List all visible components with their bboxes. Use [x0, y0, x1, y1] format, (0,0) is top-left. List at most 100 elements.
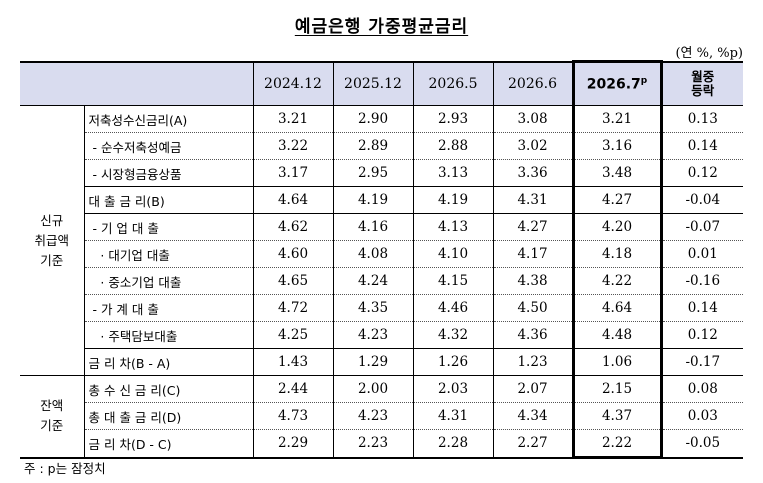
table-row: 금 리 차(D - C) 2.29 2.23 2.28 2.27 2.22 -0.05 — [20, 429, 743, 459]
table-row: 총 대 출 금 리(D) 4.73 4.23 4.31 4.34 4.37 0.03 — [20, 402, 743, 430]
rate-cell: 2.03 — [412, 375, 493, 403]
rate-cell: 4.32 — [412, 321, 493, 349]
col-header: 2024.12 — [252, 60, 333, 106]
change-cell: 0.03 — [660, 402, 743, 430]
rate-cell: 4.23 — [332, 402, 413, 430]
rate-cell: 4.48 — [571, 321, 663, 349]
rate-cell: 4.27 — [492, 213, 573, 241]
col-header-latest: 2026.7p — [571, 60, 663, 106]
change-cell: 0.08 — [660, 375, 743, 403]
change-cell: 0.12 — [660, 159, 743, 187]
unit-label: (연 %, %p) — [675, 46, 743, 61]
rate-cell: 3.13 — [412, 159, 493, 187]
rate-cell: 4.38 — [492, 267, 573, 295]
rate-cell: 2.88 — [412, 132, 493, 160]
rate-cell: 1.06 — [571, 348, 663, 376]
table-row: 대 출 금 리(B) 4.64 4.19 4.19 4.31 4.27 -0.04 — [20, 186, 743, 214]
change-cell: -0.05 — [660, 429, 743, 459]
rate-cell: 4.62 — [252, 213, 333, 241]
rate-cell: 4.65 — [252, 267, 333, 295]
rate-cell: 4.50 — [492, 294, 573, 322]
rate-cell: 4.46 — [412, 294, 493, 322]
row-label: 금 리 차(B - A) — [83, 348, 253, 376]
change-cell: -0.04 — [660, 186, 743, 214]
rate-cell: 2.44 — [252, 375, 333, 403]
rate-cell: 2.89 — [332, 132, 413, 160]
rate-cell: 3.02 — [492, 132, 573, 160]
table-row: - 기 업 대 출 4.62 4.16 4.13 4.27 4.20 -0.07 — [20, 213, 743, 241]
rate-cell: 4.36 — [492, 321, 573, 349]
rate-cell: 3.21 — [571, 105, 663, 133]
rate-cell: 2.95 — [332, 159, 413, 187]
rate-cell: 3.16 — [571, 132, 663, 160]
rate-cell: 4.37 — [571, 402, 663, 430]
rate-cell: 4.73 — [252, 402, 333, 430]
row-label: 저축성수신금리(A) — [83, 105, 253, 133]
rate-cell: 4.16 — [332, 213, 413, 241]
rate-cell: 2.22 — [571, 429, 663, 459]
rate-cell: 1.43 — [252, 348, 333, 376]
rate-cell: 4.64 — [571, 294, 663, 322]
rate-cell: 2.00 — [332, 375, 413, 403]
rate-cell: 2.90 — [332, 105, 413, 133]
col-header: 2026.6 — [492, 60, 573, 106]
change-cell: 0.14 — [660, 132, 743, 160]
change-cell: -0.17 — [660, 348, 743, 376]
row-label: 총 수 신 금 리(C) — [83, 375, 253, 403]
rate-cell: 4.64 — [252, 186, 333, 214]
rate-cell: 2.27 — [492, 429, 573, 459]
table-title: 예금은행 가중평균금리 — [294, 17, 469, 37]
rate-cell: 4.27 — [571, 186, 663, 214]
rate-cell: 4.15 — [412, 267, 493, 295]
table-row: · 중소기업 대출 4.65 4.24 4.15 4.38 4.22 -0.16 — [20, 267, 743, 295]
change-cell: 0.12 — [660, 321, 743, 349]
col-header: 2026.5 — [412, 60, 493, 106]
header-blank — [20, 60, 253, 106]
rate-cell: 4.31 — [492, 186, 573, 214]
rate-cell: 3.21 — [252, 105, 333, 133]
rate-cell: 2.93 — [412, 105, 493, 133]
rate-cell: 2.28 — [412, 429, 493, 459]
row-label: · 중소기업 대출 — [83, 267, 253, 295]
row-label: · 대기업 대출 — [83, 240, 253, 268]
rate-cell: 2.07 — [492, 375, 573, 403]
rate-cell: 4.17 — [492, 240, 573, 268]
change-cell: -0.07 — [660, 213, 743, 241]
group-balance: 잔액 기준 — [20, 375, 84, 459]
row-label: 금 리 차(D - C) — [83, 429, 253, 459]
table-row: · 주택담보대출 4.25 4.23 4.32 4.36 4.48 0.12 — [20, 321, 743, 349]
interest-rate-table: 2024.12 2025.12 2026.5 2026.6 2026.7p 월중… — [20, 60, 743, 459]
rate-cell: 4.35 — [332, 294, 413, 322]
rate-cell: 4.13 — [412, 213, 493, 241]
row-label: - 시장형금융상품 — [83, 159, 253, 187]
rate-cell: 2.29 — [252, 429, 333, 459]
change-cell: -0.16 — [660, 267, 743, 295]
rate-cell: 4.60 — [252, 240, 333, 268]
rate-cell: 3.36 — [492, 159, 573, 187]
rate-cell: 4.23 — [332, 321, 413, 349]
rate-cell: 4.25 — [252, 321, 333, 349]
rate-cell: 4.18 — [571, 240, 663, 268]
col-header: 2025.12 — [332, 60, 413, 106]
row-label: 총 대 출 금 리(D) — [83, 402, 253, 430]
rate-cell: 4.19 — [412, 186, 493, 214]
table-row: - 가 계 대 출 4.72 4.35 4.46 4.50 4.64 0.14 — [20, 294, 743, 322]
row-label: - 가 계 대 출 — [83, 294, 253, 322]
rate-cell: 3.48 — [571, 159, 663, 187]
table-row: 금 리 차(B - A) 1.43 1.29 1.26 1.23 1.06 -0.17 — [20, 348, 743, 376]
row-label: · 주택담보대출 — [83, 321, 253, 349]
rate-cell: 3.08 — [492, 105, 573, 133]
rate-cell: 4.19 — [332, 186, 413, 214]
rate-cell: 2.15 — [571, 375, 663, 403]
table-row: 신규 취급액 기준 저축성수신금리(A) 3.21 2.90 2.93 3.08 3.21 0.1… — [20, 105, 743, 376]
change-cell: 0.14 — [660, 294, 743, 322]
rate-cell: 4.08 — [332, 240, 413, 268]
change-cell: 0.01 — [660, 240, 743, 268]
rate-cell: 4.34 — [492, 402, 573, 430]
rate-cell: 3.22 — [252, 132, 333, 160]
rate-cell: 4.20 — [571, 213, 663, 241]
row-label: 대 출 금 리(B) — [83, 186, 253, 214]
rate-cell: 4.10 — [412, 240, 493, 268]
group-new: 신규 취급액 기준 — [20, 105, 84, 376]
rate-cell: 1.23 — [492, 348, 573, 376]
